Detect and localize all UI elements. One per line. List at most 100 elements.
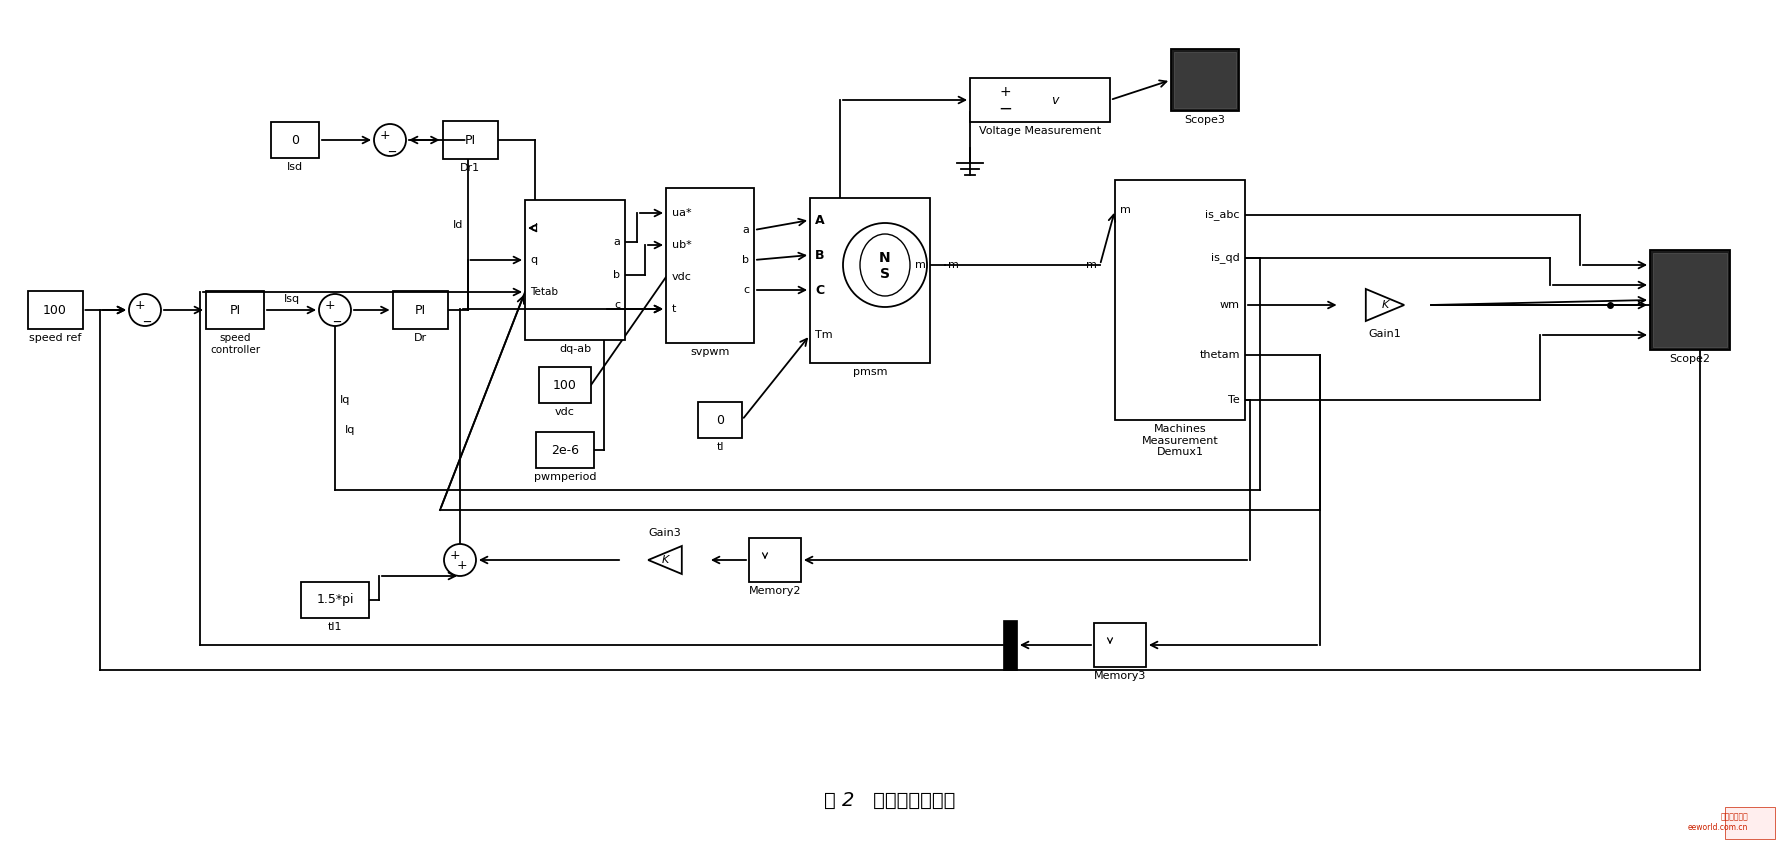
Polygon shape (648, 546, 682, 574)
Bar (271, 122, 319, 158)
Bar (1002, 620, 1016, 670)
Text: Id: Id (452, 220, 463, 230)
Text: +: + (135, 298, 146, 312)
Text: tl1: tl1 (328, 622, 342, 632)
Text: wm: wm (1219, 300, 1241, 310)
Text: 2e-6: 2e-6 (552, 443, 578, 457)
Text: a: a (742, 225, 749, 235)
Text: ua*: ua* (673, 208, 692, 218)
Bar (810, 197, 929, 362)
Text: c: c (742, 285, 749, 295)
Text: N: N (879, 251, 890, 265)
Text: B: B (815, 249, 824, 261)
Bar (539, 367, 591, 403)
Text: d: d (530, 223, 538, 233)
Bar (749, 538, 801, 582)
Text: Gain1: Gain1 (1369, 329, 1401, 339)
Text: vdc: vdc (555, 407, 575, 417)
Text: q: q (530, 255, 538, 265)
Text: Memory3: Memory3 (1095, 671, 1146, 681)
Text: A: A (815, 213, 824, 227)
Circle shape (319, 294, 351, 326)
Text: Isd: Isd (287, 162, 303, 172)
Text: m: m (1086, 260, 1096, 270)
Text: dq-ab: dq-ab (559, 344, 591, 354)
Text: Tm: Tm (815, 330, 833, 340)
Circle shape (374, 124, 406, 156)
Text: a: a (612, 237, 619, 247)
Text: t: t (673, 304, 676, 314)
Text: Dr: Dr (413, 333, 427, 343)
Bar (27, 291, 82, 329)
Text: K: K (1381, 300, 1388, 310)
Circle shape (128, 294, 160, 326)
Text: thetam: thetam (1200, 350, 1241, 360)
Text: is_qd: is_qd (1210, 253, 1241, 264)
Text: pmsm: pmsm (853, 367, 886, 377)
Text: +: + (379, 129, 390, 142)
Bar (970, 78, 1111, 122)
Text: Iq: Iq (345, 425, 356, 435)
Text: Tetab: Tetab (530, 287, 557, 297)
Text: Iq: Iq (340, 395, 351, 405)
Text: PI: PI (465, 133, 475, 147)
Text: _: _ (142, 309, 150, 323)
Text: 0: 0 (290, 133, 299, 147)
Polygon shape (1365, 289, 1404, 321)
Text: Scope3: Scope3 (1184, 115, 1225, 125)
Text: Dr1: Dr1 (459, 163, 481, 173)
Text: tl: tl (716, 442, 724, 452)
Text: v: v (1052, 94, 1059, 106)
Text: PI: PI (415, 303, 425, 316)
Text: PI: PI (230, 303, 240, 316)
Bar (666, 187, 755, 342)
Text: +: + (999, 85, 1011, 99)
Bar (1175, 52, 1235, 108)
Bar (525, 200, 625, 340)
Text: −: − (999, 100, 1013, 118)
Bar (206, 291, 263, 329)
Text: Machines
Measurement
Demux1: Machines Measurement Demux1 (1141, 424, 1218, 457)
Text: pwmperiod: pwmperiod (534, 472, 596, 482)
Text: _: _ (333, 309, 340, 323)
Text: S: S (879, 267, 890, 281)
Text: Gain3: Gain3 (648, 528, 682, 538)
Text: 电子工程世界
eeworld.com.cn: 电子工程世界 eeworld.com.cn (1687, 813, 1748, 832)
Text: 0: 0 (716, 414, 724, 427)
Text: 图 2   电机仿真原理图: 图 2 电机仿真原理图 (824, 791, 956, 809)
Text: 100: 100 (43, 303, 68, 316)
Bar (301, 582, 368, 618)
Bar (1650, 250, 1730, 350)
Text: c: c (614, 300, 619, 310)
Bar (1114, 180, 1244, 420)
Ellipse shape (860, 234, 910, 296)
Text: C: C (815, 283, 824, 297)
Bar (443, 121, 497, 159)
Text: is_abc: is_abc (1205, 210, 1241, 221)
Text: Scope2: Scope2 (1670, 354, 1711, 364)
Text: speed ref: speed ref (28, 333, 82, 343)
Bar (536, 432, 595, 468)
Circle shape (443, 544, 475, 576)
Text: K: K (662, 555, 669, 565)
Text: Isq: Isq (283, 294, 299, 304)
Text: 1.5*pi: 1.5*pi (317, 593, 354, 606)
Text: ub*: ub* (673, 240, 692, 250)
Bar (393, 291, 447, 329)
Text: +: + (450, 549, 461, 561)
Text: speed
controller: speed controller (210, 333, 260, 355)
Text: +: + (326, 298, 335, 312)
Text: m: m (949, 260, 959, 270)
Text: _: _ (388, 138, 395, 153)
Text: Te: Te (1228, 395, 1241, 405)
Bar (1095, 623, 1146, 667)
Circle shape (844, 223, 927, 307)
Text: b: b (612, 270, 619, 280)
Bar (1654, 253, 1727, 347)
Text: b: b (742, 255, 749, 265)
Text: m: m (915, 260, 926, 270)
Text: m: m (1120, 205, 1130, 215)
Text: Memory2: Memory2 (749, 586, 801, 596)
Bar (1725, 807, 1775, 839)
Text: svpwm: svpwm (691, 346, 730, 357)
